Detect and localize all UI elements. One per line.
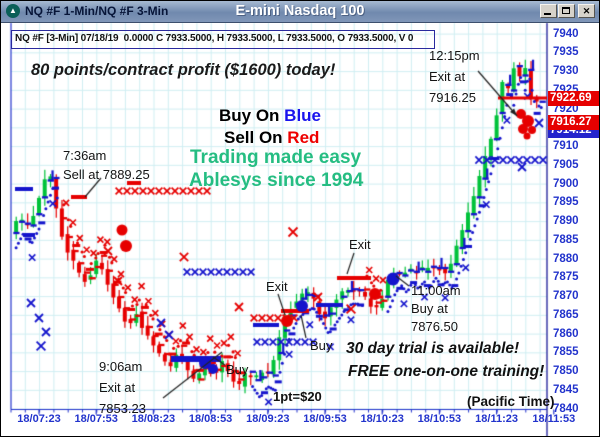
title-bar[interactable]: ▲ NQ #F 1-Min/NQ #F 3-Min E-mini Nasdaq …	[1, 1, 599, 23]
annotation-buy-mid: Buy	[310, 338, 333, 353]
annotation-1100am: 11:00am Buy at 7876.50	[411, 283, 461, 334]
ad-trial-text: 30 day trial is available!	[346, 340, 520, 357]
timezone-label: (Pacific Time)	[467, 394, 555, 409]
ad-tagline-2: Ablesys since 1994	[189, 170, 364, 191]
ad-sell-on-red: Sell On Red	[224, 128, 320, 147]
minimize-button[interactable]	[540, 4, 557, 18]
x-axis-label: 18/07:23	[17, 413, 61, 425]
x-axis-label: 18/08:53	[188, 413, 233, 425]
y-axis-label: 7855	[553, 346, 579, 359]
y-axis-label: 7905	[553, 158, 579, 171]
y-axis-label: 7900	[553, 177, 579, 190]
x-axis-label: 18/10:23	[360, 413, 404, 425]
point-value-label: 1pt=$20	[273, 389, 322, 404]
minimize-icon	[544, 13, 551, 15]
price-flag: 7922.69	[548, 91, 599, 106]
quote-bar: NQ #F [3-Min] 07/18/19 0.0000 C 7933.500…	[11, 30, 435, 49]
price-flag: 7916.27	[548, 115, 599, 130]
ad-tagline-1: Trading made easy	[190, 147, 362, 168]
window-controls: ✕	[540, 4, 595, 18]
y-axis-label: 7935	[553, 46, 579, 59]
annotation-exit-1: Exit	[266, 279, 288, 294]
annotation-736am: 7:36am Sell at 7889.25	[63, 148, 150, 182]
annotation-exit-2: Exit	[349, 237, 371, 252]
y-axis-label: 7845	[553, 383, 579, 396]
window-title: NQ #F 1-Min/NQ #F 3-Min	[25, 4, 169, 18]
maximize-icon	[562, 7, 570, 14]
y-axis-label: 7940	[553, 27, 579, 40]
app-icon: ▲	[6, 4, 20, 18]
annotation-906am: 9:06am Exit at 7853.23	[99, 359, 146, 416]
y-axis-label: 7870	[553, 290, 579, 303]
y-axis-label: 7895	[553, 196, 579, 209]
y-axis-label: 7930	[553, 65, 579, 78]
y-axis-label: 7875	[553, 271, 579, 284]
x-axis-label: 18/07:53	[74, 413, 118, 425]
close-icon: ✕	[582, 5, 591, 16]
x-axis-label: 18/10:53	[417, 413, 462, 425]
chart-title: E-mini Nasdaq 100	[235, 3, 365, 19]
y-axis-label: 7860	[553, 327, 579, 340]
ad-buy-on-blue: Buy On Blue	[219, 106, 322, 125]
annotation-buy-low: Buy	[226, 362, 249, 377]
y-axis-label: 7850	[553, 365, 579, 378]
y-axis-label: 7840	[553, 402, 579, 415]
x-axis-label: 18/08:23	[131, 413, 176, 425]
y-axis-label: 7865	[553, 308, 579, 321]
ad-training-text: FREE one-on-one training!	[348, 363, 545, 380]
annotation-1215pm: 12:15pm Exit at 7916.25	[429, 48, 480, 105]
x-axis-label: 18/11:23	[475, 413, 518, 425]
y-axis-label: 7890	[553, 215, 579, 228]
x-axis-label: 18/09:53	[303, 413, 347, 425]
maximize-button[interactable]	[558, 4, 575, 18]
x-axis-label: 18/11:53	[532, 413, 576, 425]
quote-line: NQ #F [3-Min] 07/18/19 0.0000 C 7933.500…	[15, 33, 414, 44]
close-button[interactable]: ✕	[578, 4, 595, 18]
y-axis-label: 7880	[553, 252, 579, 265]
x-axis-label: 18/09:23	[246, 413, 290, 425]
ad-word-red: Red	[287, 128, 320, 147]
ad-word-blue: Blue	[284, 106, 322, 125]
ad-profit-text: 80 points/contract profit ($1600) today!	[31, 61, 336, 79]
y-axis-label: 7885	[553, 233, 579, 246]
y-axis-label: 7910	[553, 140, 579, 153]
